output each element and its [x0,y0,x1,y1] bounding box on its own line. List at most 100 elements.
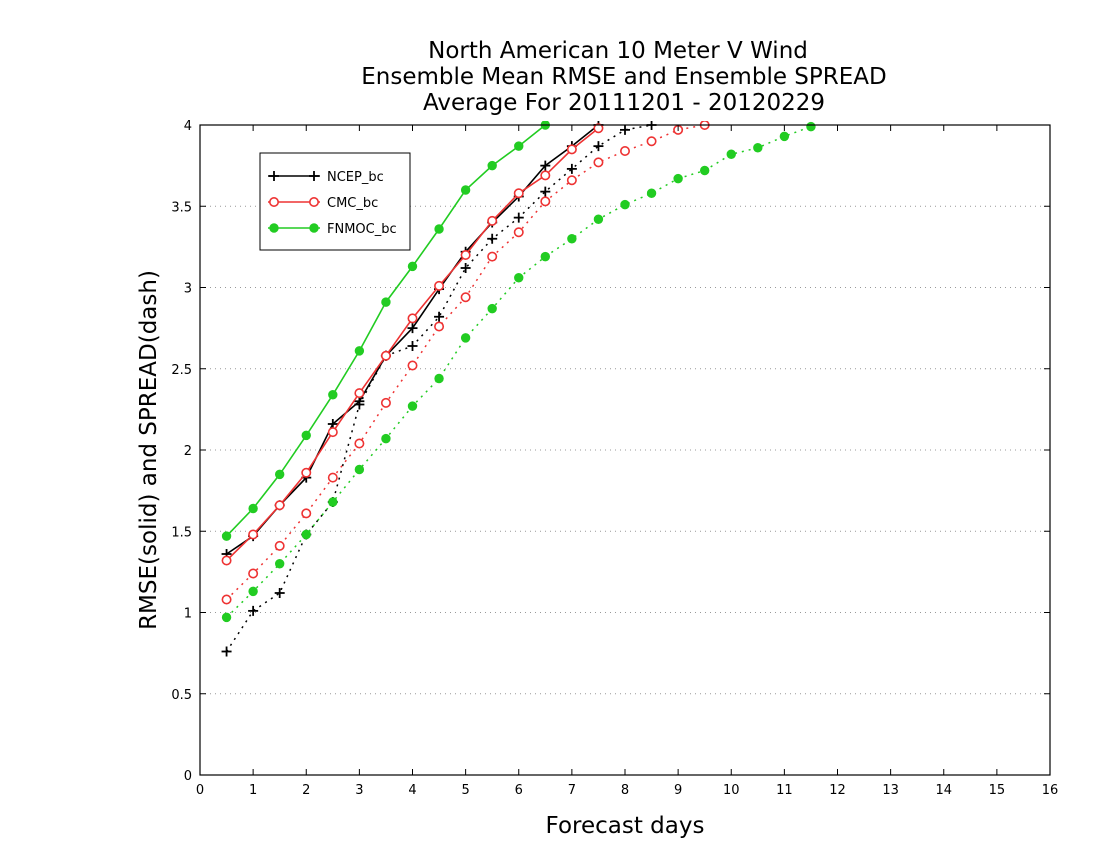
y-tick-label-0: 0 [184,769,192,784]
fnmoc-bc-spread-point-22 [806,121,816,132]
fnmoc-bc-spread-point-5 [354,464,365,475]
cmc-bc-rmse-point-0 [221,555,232,566]
x-tick-label-1: 1 [249,783,257,798]
cmc-bc-rmse-point-1 [248,529,259,540]
legend-label-cmc-bc: CMC_bc [327,196,378,211]
ncep-bc-spread-point-14 [593,141,604,152]
cmc-bc-spread-point-8 [434,321,445,332]
y-tick-label-3: 1.5 [171,525,192,540]
ncep-bc-rmse-point-7 [407,323,418,334]
cmc-bc-rmse-point-4 [327,427,338,438]
x-tick-label-9: 9 [674,783,682,798]
cmc-bc-spread-point-3 [301,508,312,519]
fnmoc-bc-spread-point-20 [753,143,763,153]
x-tick-label-0: 0 [196,783,204,798]
fnmoc-bc-spread-point-6 [381,433,391,444]
x-tick-label-12: 12 [829,783,846,798]
legend-label-ncep-bc: NCEP_bc [327,170,384,185]
y-tick-label-2: 1 [184,607,192,622]
cmc-bc-rmse-point-7 [407,313,418,324]
x-tick-label-16: 16 [1042,783,1059,798]
cmc-bc-rmse-point-5 [354,388,365,399]
fnmoc-bc-rmse-point-11 [514,141,524,151]
legend-marker-left-cmc-bc [268,197,279,208]
x-tick-label-15: 15 [989,783,1006,798]
y-axis-label: RMSE(solid) and SPREAD(dash) [136,270,162,630]
fnmoc-bc-spread-point-10 [487,303,497,314]
cmc-bc-spread-point-4 [327,472,338,483]
fnmoc-bc-spread-point-15 [620,199,630,210]
cmc-bc-rmse-point-6 [380,350,391,361]
cmc-bc-spread-point-0 [221,594,232,605]
x-tick-label-8: 8 [621,783,629,798]
fnmoc-bc-spread-point-1 [248,586,258,597]
cmc-bc-spread-point-11 [513,227,524,238]
ncep-bc-spread-line [225,124,652,652]
ncep-bc-spread-point-1 [248,605,259,616]
ncep-bc-spread-point-2 [274,588,285,598]
legend-marker-right-cmc-bc [308,197,319,208]
cmc-bc-rmse-point-11 [513,188,524,199]
fnmoc-bc-rmse-point-1 [248,503,258,514]
cmc-bc-spread-point-10 [487,251,498,262]
fnmoc-bc-rmse-point-0 [221,531,232,541]
legend: NCEP_bc CMC_bc FNMOC_bc [259,152,411,251]
fnmoc-bc-spread-point-3 [301,529,311,540]
fnmoc-bc-spread-point-19 [726,149,736,159]
fnmoc-bc-spread-point-11 [514,273,524,283]
series-clip-group [221,121,816,657]
plot-series [221,121,816,657]
title-line-1: North American 10 Meter V Wind [428,38,808,64]
ncep-bc-spread-point-12 [540,186,551,197]
cmc-bc-spread-point-7 [407,360,418,371]
fnmoc-bc-spread-point-4 [328,497,338,507]
cmc-bc-rmse-point-3 [301,467,312,478]
fnmoc-bc-rmse-point-6 [381,297,391,307]
fnmoc-bc-rmse-point-10 [487,160,497,171]
y-tick-label-4: 2 [184,444,192,459]
fnmoc-bc-spread-point-16 [646,188,657,198]
fnmoc-bc-spread-point-8 [434,373,444,384]
cmc-bc-rmse-point-14 [593,123,604,134]
fnmoc-bc-rmse-point-5 [354,346,365,356]
cmc-bc-rmse-point-12 [540,170,551,181]
cmc-bc-rmse-point-2 [274,500,285,511]
x-tick-label-6: 6 [515,783,523,798]
fnmoc-bc-rmse-point-8 [434,224,444,234]
cmc-bc-spread-point-14 [593,157,604,168]
cmc-bc-spread-point-16 [646,136,657,147]
cmc-bc-spread-point-15 [619,146,630,157]
fnmoc-bc-spread-point-14 [593,214,604,224]
cmc-bc-spread-point-6 [380,397,391,408]
axes: 0 1 2 3 4 5 6 7 8 9 10 11 12 13 14 15 1600.511.522.533.5… [171,119,1058,798]
ncep-bc-spread-point-11 [513,212,524,223]
y-tick-label-7: 3.5 [171,200,192,215]
cmc-bc-spread-point-13 [566,175,577,186]
cmc-bc-spread-point-9 [460,292,471,303]
ncep-bc-spread-point-9 [460,263,471,273]
legend-marker-right-ncep-bc [309,171,319,181]
cmc-bc-rmse-point-8 [434,280,445,291]
cmc-bc-spread-point-2 [274,540,285,551]
x-tick-label-14: 14 [935,783,952,798]
fnmoc-bc-spread-point-12 [540,251,551,262]
fnmoc-bc-spread-point-7 [407,401,418,411]
fnmoc-bc-spread-point-13 [567,234,577,244]
x-tick-label-13: 13 [882,783,899,798]
cmc-bc-spread-point-5 [354,438,365,449]
cmc-bc-rmse-point-10 [487,215,498,226]
fnmoc-bc-rmse-point-3 [301,430,311,441]
x-tick-label-2: 2 [302,783,310,798]
x-axis-label: Forecast days [546,813,705,839]
x-tick-label-10: 10 [723,783,740,798]
legend-marker-right-fnmoc-bc [309,223,319,233]
x-tick-label-7: 7 [568,783,576,798]
cmc-bc-rmse-point-9 [460,250,471,261]
x-tick-label-5: 5 [461,783,469,798]
cmc-bc-spread-point-12 [540,196,551,207]
fnmoc-bc-rmse-point-9 [460,185,471,195]
x-tick-label-11: 11 [776,783,793,798]
y-tick-label-8: 4 [184,119,192,134]
fnmoc-bc-spread-point-0 [221,612,232,623]
